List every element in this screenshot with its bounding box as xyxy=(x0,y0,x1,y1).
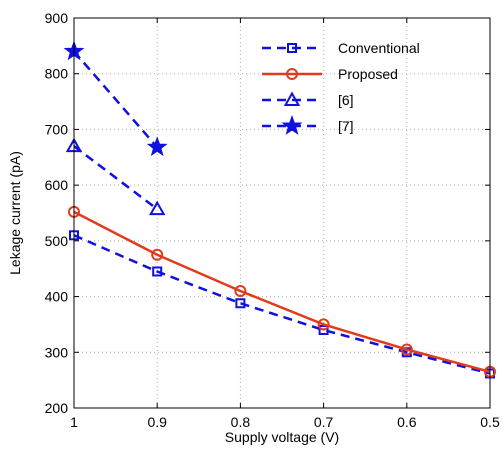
legend-marker xyxy=(286,68,298,80)
data-point xyxy=(234,285,247,297)
tick-labels: 1 0.9 0.8 0.7 0.6 0.5 200 300 400 500 600 700 800 900 xyxy=(45,10,500,430)
x-tick-label: 0.8 xyxy=(231,414,251,430)
series-line xyxy=(73,210,491,373)
data-point xyxy=(318,325,329,335)
plot-frame xyxy=(73,17,491,409)
legend-label: [7] xyxy=(338,118,354,134)
axis-ticks xyxy=(73,17,491,409)
grid-lines xyxy=(74,18,490,408)
y-tick-label: 600 xyxy=(45,177,69,193)
legend-item: [6] xyxy=(262,91,354,108)
data-point xyxy=(151,248,164,261)
data-point xyxy=(148,200,166,216)
x-tick-label: 0.7 xyxy=(314,414,334,430)
series-triangle xyxy=(65,137,166,216)
legend-marker xyxy=(287,43,297,53)
legend-marker xyxy=(283,91,301,106)
legend-item: Conventional xyxy=(262,40,420,56)
y-tick-label: 700 xyxy=(45,121,69,137)
legend-item: Proposed xyxy=(262,66,398,82)
x-tick-label: 1 xyxy=(70,414,78,430)
y-tick-label: 800 xyxy=(45,66,69,82)
data-point xyxy=(146,136,168,157)
x-tick-label: 0.5 xyxy=(480,414,500,430)
legend-marker xyxy=(281,115,303,135)
legend-label: [6] xyxy=(338,92,354,108)
legend-label: Proposed xyxy=(338,66,398,82)
y-tick-label: 200 xyxy=(45,400,69,416)
legend: Conventional Proposed [6] [7] xyxy=(262,40,420,135)
series-circle xyxy=(68,205,496,378)
y-tick-label: 500 xyxy=(45,233,69,249)
series-star xyxy=(63,40,168,157)
x-tick-label: 0.6 xyxy=(397,414,417,430)
y-axis-title: Lekage current (pA) xyxy=(7,151,23,275)
x-axis-title: Supply voltage (V) xyxy=(225,429,339,445)
y-tick-label: 900 xyxy=(45,10,69,26)
data-point xyxy=(235,298,246,309)
y-tick-label: 400 xyxy=(45,289,69,305)
series-line xyxy=(73,234,491,375)
series-line xyxy=(73,145,158,211)
legend-item: [7] xyxy=(262,115,354,135)
y-tick-label: 300 xyxy=(45,344,69,360)
data-point xyxy=(317,318,330,331)
data-series xyxy=(63,40,496,379)
x-tick-label: 0.9 xyxy=(147,414,167,430)
series-line xyxy=(73,50,159,149)
legend-label: Conventional xyxy=(338,40,420,56)
data-point xyxy=(400,343,413,356)
data-point xyxy=(152,266,163,277)
